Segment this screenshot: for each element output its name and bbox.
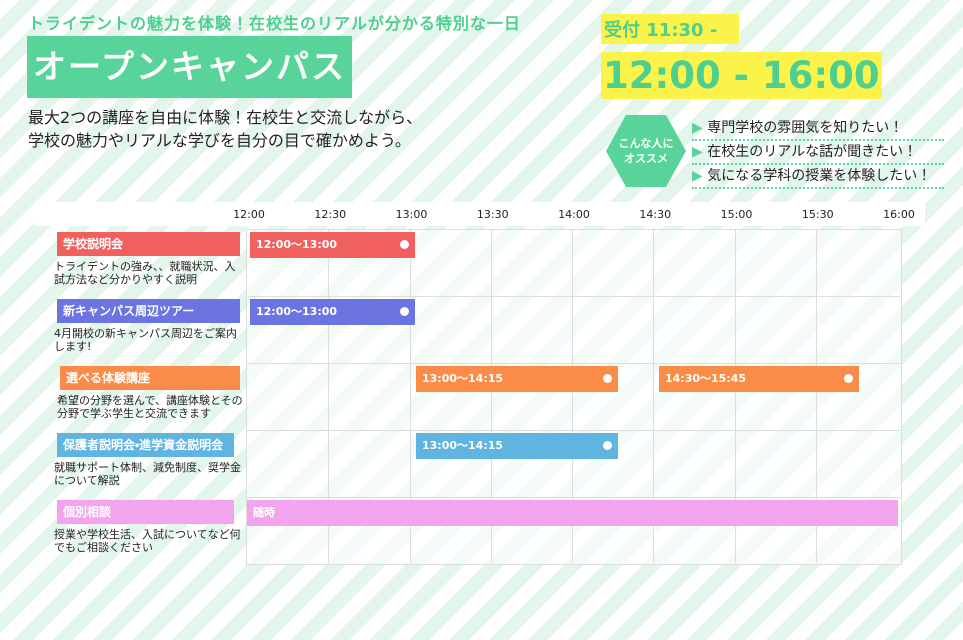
reception-time: 受付 11:30 - bbox=[601, 14, 740, 44]
badge-line: オススメ bbox=[624, 152, 668, 165]
grid-line bbox=[246, 430, 900, 431]
row-label: 選べる体験講座 bbox=[60, 366, 240, 390]
grid-line bbox=[734, 229, 736, 563]
time-label: 15:30 bbox=[801, 208, 834, 221]
hours: 12:00 - 16:00 bbox=[601, 52, 882, 99]
timeline-header bbox=[35, 202, 925, 226]
tagline: トライデントの魅力を体験！在校生のリアルが分かる特別な一日 bbox=[28, 14, 521, 33]
session-bar[interactable]: 13:00〜14:15 bbox=[416, 433, 618, 459]
grid-line bbox=[246, 296, 900, 297]
time-label: 12:00 bbox=[233, 208, 265, 221]
time-label: 12:30 bbox=[314, 208, 347, 221]
session-bar[interactable]: 随時 bbox=[247, 500, 898, 526]
session-bar[interactable]: 12:00〜13:00 bbox=[250, 299, 415, 325]
badge-line: こんな人に bbox=[618, 137, 674, 150]
grid-line bbox=[490, 229, 492, 563]
recommend-item: 在校生のリアルな話が聞きたい！ bbox=[692, 142, 944, 165]
row-label: 学校説明会 bbox=[57, 232, 240, 256]
grid-line bbox=[246, 363, 900, 364]
session-bar[interactable]: 13:00〜14:15 bbox=[416, 366, 618, 392]
lead-line: 学校の魅力やリアルな学びを自分の目で確かめよう。 bbox=[28, 131, 411, 150]
time-label: 14:00 bbox=[558, 208, 590, 221]
lead: 最大2つの講座を自由に体験！在校生と交流しながら、 学校の魅力やリアルな学びを自… bbox=[28, 106, 422, 152]
time-label: 13:30 bbox=[476, 208, 509, 221]
grid-line bbox=[653, 229, 655, 563]
grid-line bbox=[328, 229, 330, 563]
time-label: 15:00 bbox=[720, 208, 753, 221]
recommend-item: 専門学校の雰囲気を知りたい！ bbox=[692, 118, 944, 141]
row-description: トライデントの強み、、就職状況、入試方法など分かりやすく説明 bbox=[54, 260, 236, 286]
row-label: 個別相談 bbox=[57, 500, 234, 524]
row-description: 4月開校の新キャンパス周辺をご案内します! bbox=[54, 327, 237, 353]
time-label: 14:30 bbox=[639, 208, 672, 221]
row-label: 新キャンパス周辺ツアー bbox=[57, 299, 240, 323]
time-label: 16:00 bbox=[883, 208, 915, 221]
grid-line bbox=[815, 229, 817, 563]
row-description: 就職サポート体制、減免制度、奨学金について解説 bbox=[54, 461, 241, 487]
lead-line: 最大2つの講座を自由に体験！在校生と交流しながら、 bbox=[28, 108, 423, 127]
recommend-item: 気になる学科の授業を体験したい！ bbox=[692, 166, 944, 189]
row-description: 授業や学校生活、入試についてなど何でもご相談ください bbox=[54, 528, 241, 554]
time-label: 13:00 bbox=[395, 208, 428, 221]
grid-line bbox=[572, 229, 573, 563]
row-description: 希望の分野を選んで、講座体験とその分野で学ぶ学生と交流できます bbox=[57, 394, 243, 420]
recommend-badge: こんな人に オススメ bbox=[606, 115, 686, 187]
grid-line bbox=[246, 497, 900, 498]
grid-line bbox=[409, 229, 411, 563]
session-bar[interactable]: 12:00〜13:00 bbox=[250, 232, 415, 258]
title: オープンキャンパス bbox=[27, 36, 352, 98]
session-bar[interactable]: 14:30〜15:45 bbox=[659, 366, 859, 392]
row-label: 保護者説明会・進学資金説明会 bbox=[57, 433, 234, 457]
